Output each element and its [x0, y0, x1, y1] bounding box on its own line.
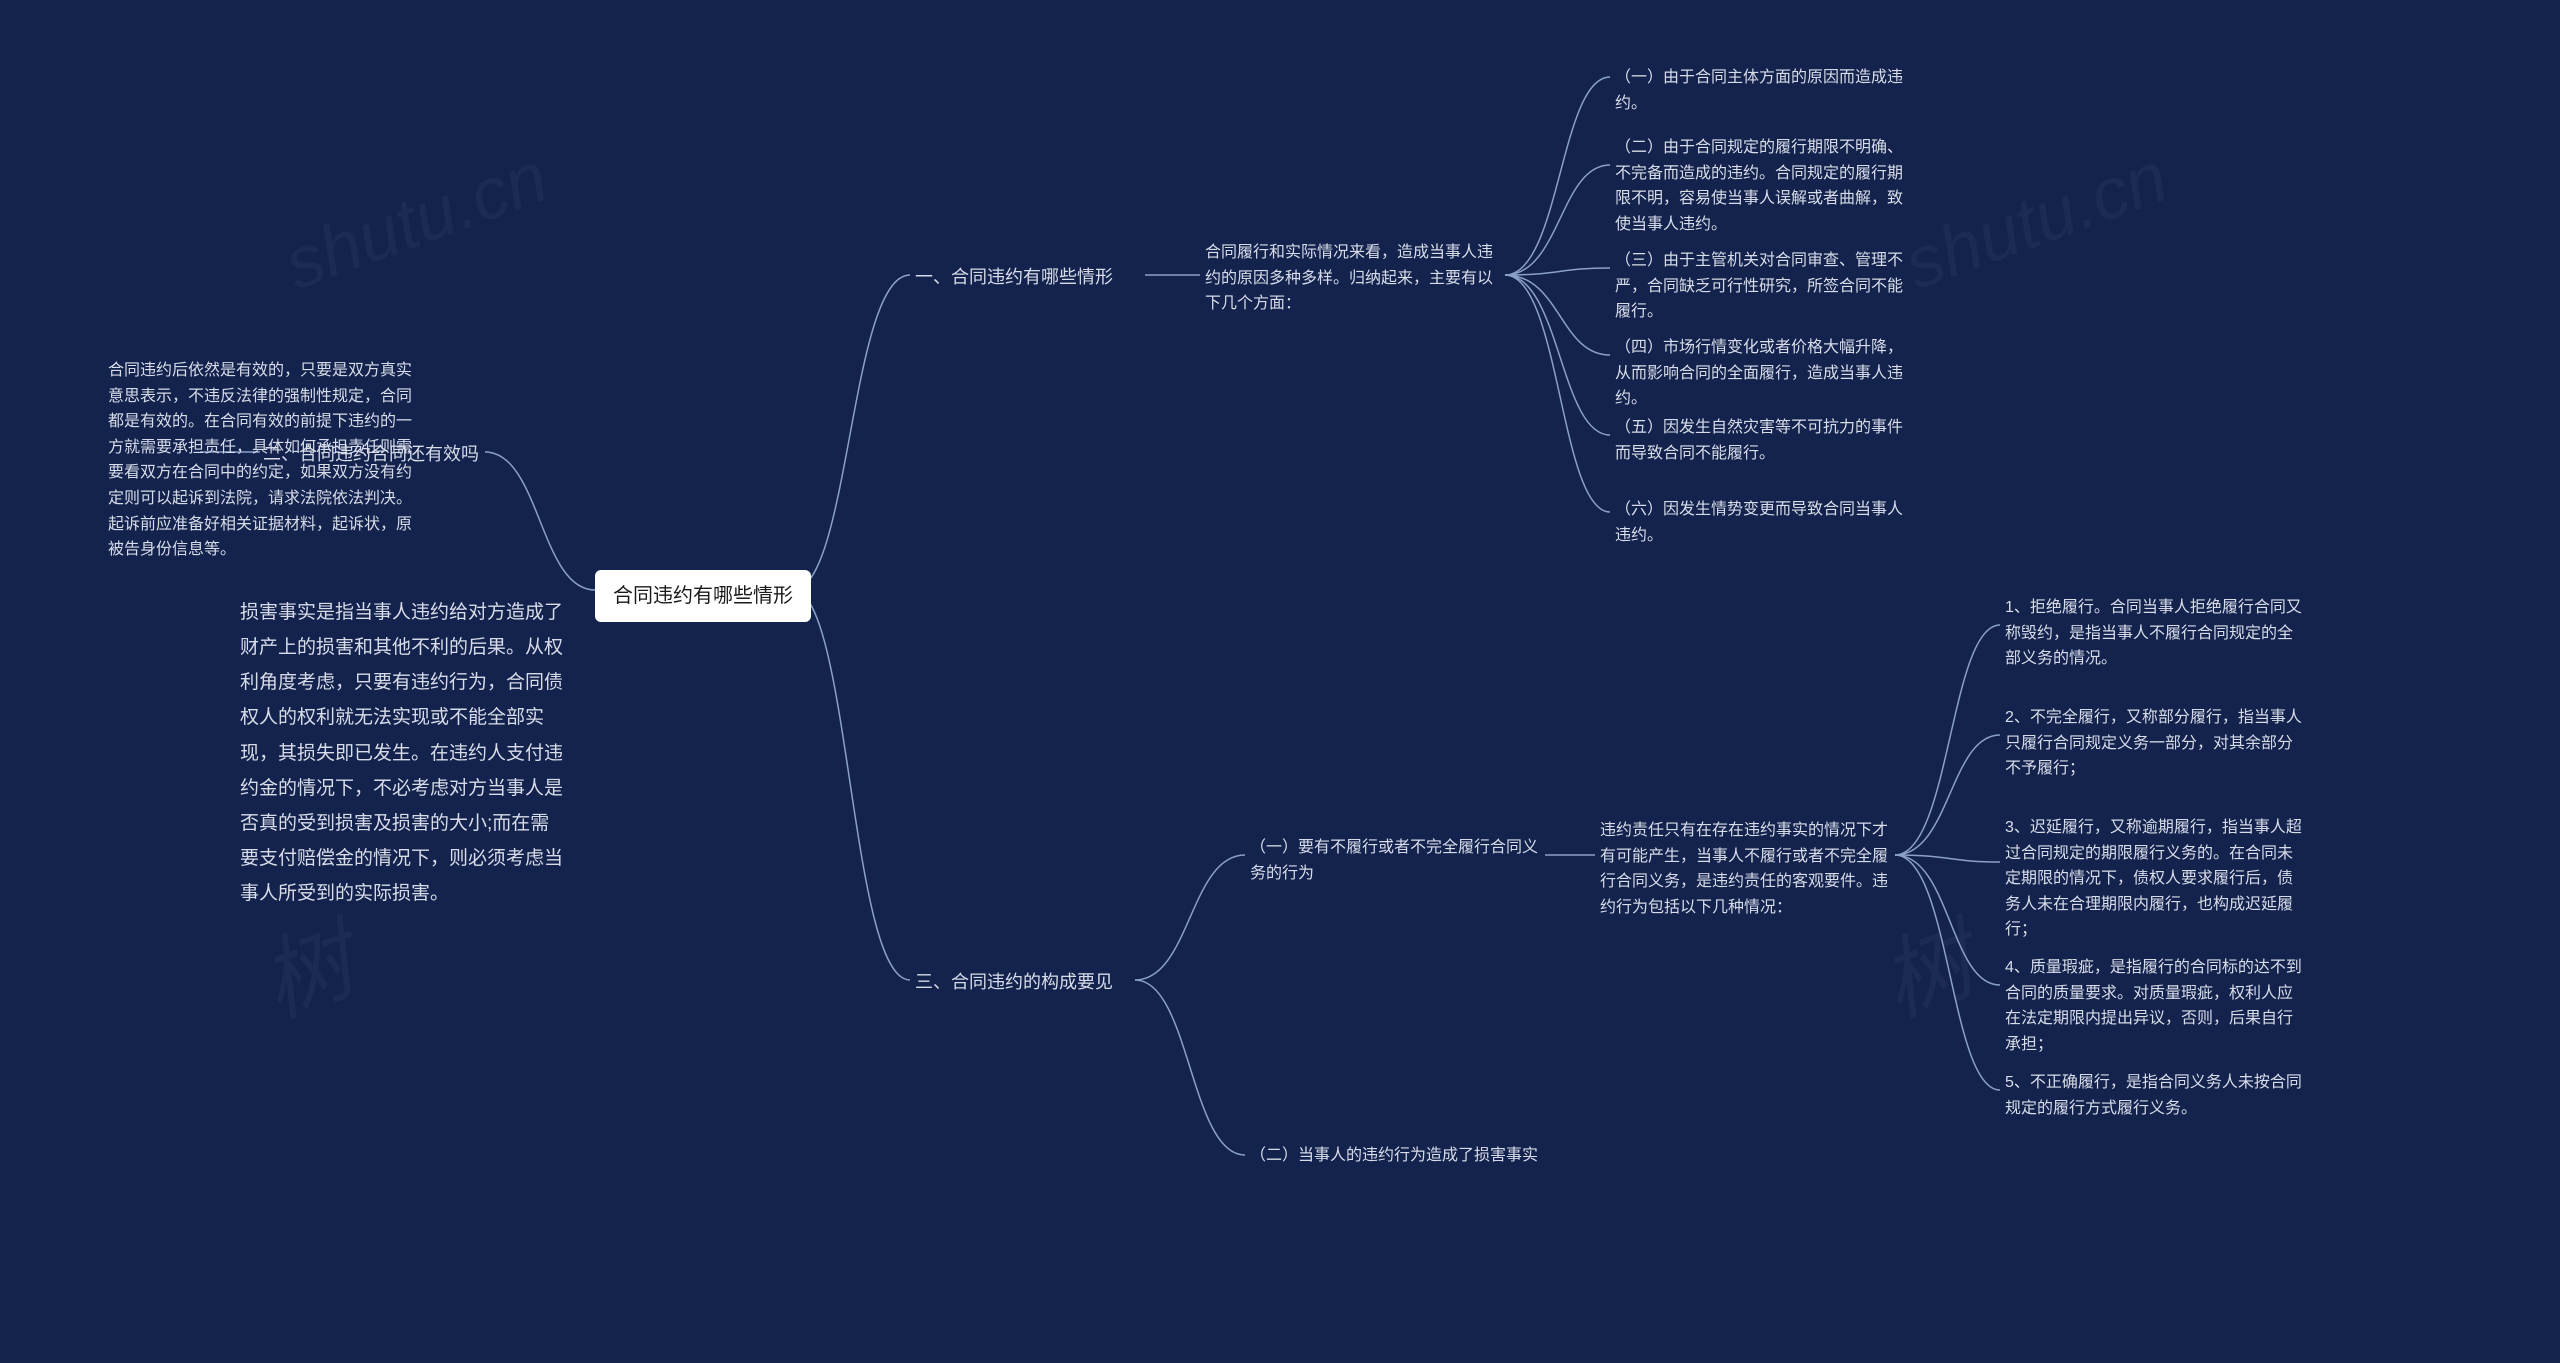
section3-title: 三、合同违约的构成要见: [915, 968, 1113, 997]
section1-item-2: （二）由于合同规定的履行期限不明确、不完备而造成的违约。合同规定的履行期限不明，…: [1615, 135, 1915, 237]
section3-sub1-title: （一）要有不履行或者不完全履行合同义务的行为: [1250, 835, 1545, 886]
damage-body: 损害事实是指当事人违约给对方造成了财产上的损害和其他不利的后果。从权利角度考虑，…: [240, 595, 565, 911]
section1-intro: 合同履行和实际情况来看，造成当事人违约的原因多种多样。归纳起来，主要有以下几个方…: [1205, 240, 1505, 317]
watermark: 树: [240, 889, 369, 1042]
section1-item-5: （五）因发生自然灾害等不可抗力的事件而导致合同不能履行。: [1615, 415, 1915, 466]
root-node: 合同违约有哪些情形: [595, 570, 811, 622]
section3-sub1-item-4: 4、质量瑕疵，是指履行的合同标的达不到合同的质量要求。对质量瑕疵，权利人应在法定…: [2005, 955, 2305, 1057]
section1-item-3: （三）由于主管机关对合同审查、管理不严，合同缺乏可行性研究，所签合同不能履行。: [1615, 248, 1915, 325]
section1-title: 一、合同违约有哪些情形: [915, 263, 1113, 292]
section1-item-6: （六）因发生情势变更而导致合同当事人违约。: [1615, 497, 1915, 548]
section2-body: 合同违约后依然是有效的，只要是双方真实意思表示，不违反法律的强制性规定，合同都是…: [108, 358, 418, 563]
section3-sub1-item-2: 2、不完全履行，又称部分履行，指当事人只履行合同规定义务一部分，对其余部分不予履…: [2005, 705, 2305, 782]
section3-sub1-item-5: 5、不正确履行，是指合同义务人未按合同规定的履行方式履行义务。: [2005, 1070, 2305, 1121]
watermark: shutu.cn: [1894, 136, 2178, 306]
section3-sub2-title: （二）当事人的违约行为造成了损害事实: [1250, 1143, 1538, 1169]
section1-item-1: （一）由于合同主体方面的原因而造成违约。: [1615, 65, 1915, 116]
section3-sub1-item-1: 1、拒绝履行。合同当事人拒绝履行合同又称毁约，是指当事人不履行合同规定的全部义务…: [2005, 595, 2305, 672]
section1-item-4: （四）市场行情变化或者价格大幅升降，从而影响合同的全面履行，造成当事人违约。: [1615, 335, 1915, 412]
watermark: shutu.cn: [274, 136, 558, 306]
section3-sub1-intro: 违约责任只有在存在违约事实的情况下才有可能产生，当事人不履行或者不完全履行合同义…: [1600, 818, 1895, 920]
section3-sub1-item-3: 3、迟延履行，又称逾期履行，指当事人超过合同规定的期限履行义务的。在合同未定期限…: [2005, 815, 2305, 943]
